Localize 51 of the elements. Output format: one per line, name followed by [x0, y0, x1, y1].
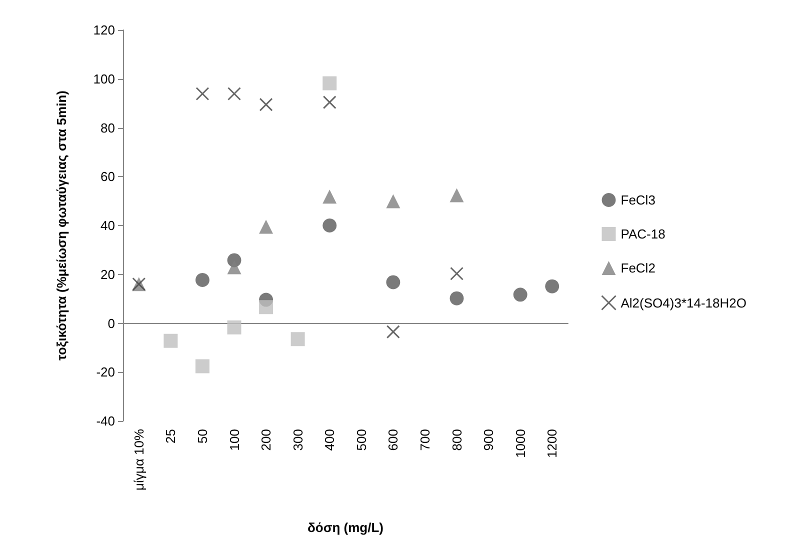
x-tick-label: 1000 [512, 429, 528, 458]
x-tick-label: 25 [163, 429, 178, 444]
x-tick-label: 50 [194, 429, 210, 444]
y-tick-label: 0 [108, 316, 115, 331]
x-tick-label: 800 [449, 429, 464, 451]
x-tick-label: 600 [386, 429, 401, 451]
y-axis-title: τοξικότητα (%μείωση φωταύγειας στα 5min) [54, 90, 69, 360]
legend-label: Al2(SO4)3*14-18H2O [620, 295, 746, 310]
point [196, 87, 210, 101]
x-tick-label: 300 [290, 429, 306, 451]
point [228, 87, 241, 101]
y-tick-label: -20 [96, 364, 115, 380]
y-tick-label: 120 [93, 22, 115, 38]
y-tick-label: 100 [93, 71, 115, 86]
x-tick-label: 400 [322, 429, 338, 451]
legend-label: PAC-18 [620, 226, 666, 242]
y-tick-label: 80 [100, 120, 115, 136]
point [322, 218, 337, 232]
point [259, 300, 274, 314]
x-tick-label: 700 [417, 429, 432, 451]
y-tick-label: 40 [100, 218, 115, 233]
x-tick-label: μίγμα 10% [131, 428, 146, 491]
x-tick-label: 500 [354, 429, 369, 451]
point [450, 291, 464, 306]
point [386, 194, 400, 208]
point [386, 325, 400, 339]
y-tick-label: -40 [96, 414, 115, 428]
legend-label: FeCl2 [620, 260, 656, 276]
point [545, 279, 560, 294]
point [195, 359, 210, 374]
point [450, 266, 464, 280]
point [322, 190, 337, 204]
x-tick-label: 900 [481, 429, 496, 451]
point [259, 98, 273, 112]
y-tick-label: 60 [100, 169, 115, 184]
x-tick-label: 100 [226, 429, 242, 451]
point [227, 320, 242, 334]
x-tick-label: 1200 [544, 429, 560, 458]
legend-label: FeCl3 [620, 192, 656, 208]
point [195, 273, 210, 287]
point [513, 288, 528, 302]
point [386, 275, 400, 290]
x-tick-label: 200 [258, 429, 274, 451]
point [164, 334, 178, 348]
point [322, 96, 336, 110]
y-tick-label: 20 [100, 266, 115, 282]
point [259, 220, 274, 234]
point [322, 76, 337, 90]
point [450, 188, 464, 202]
point [290, 332, 305, 346]
x-axis-title: δόση (mg/L) [308, 520, 384, 535]
